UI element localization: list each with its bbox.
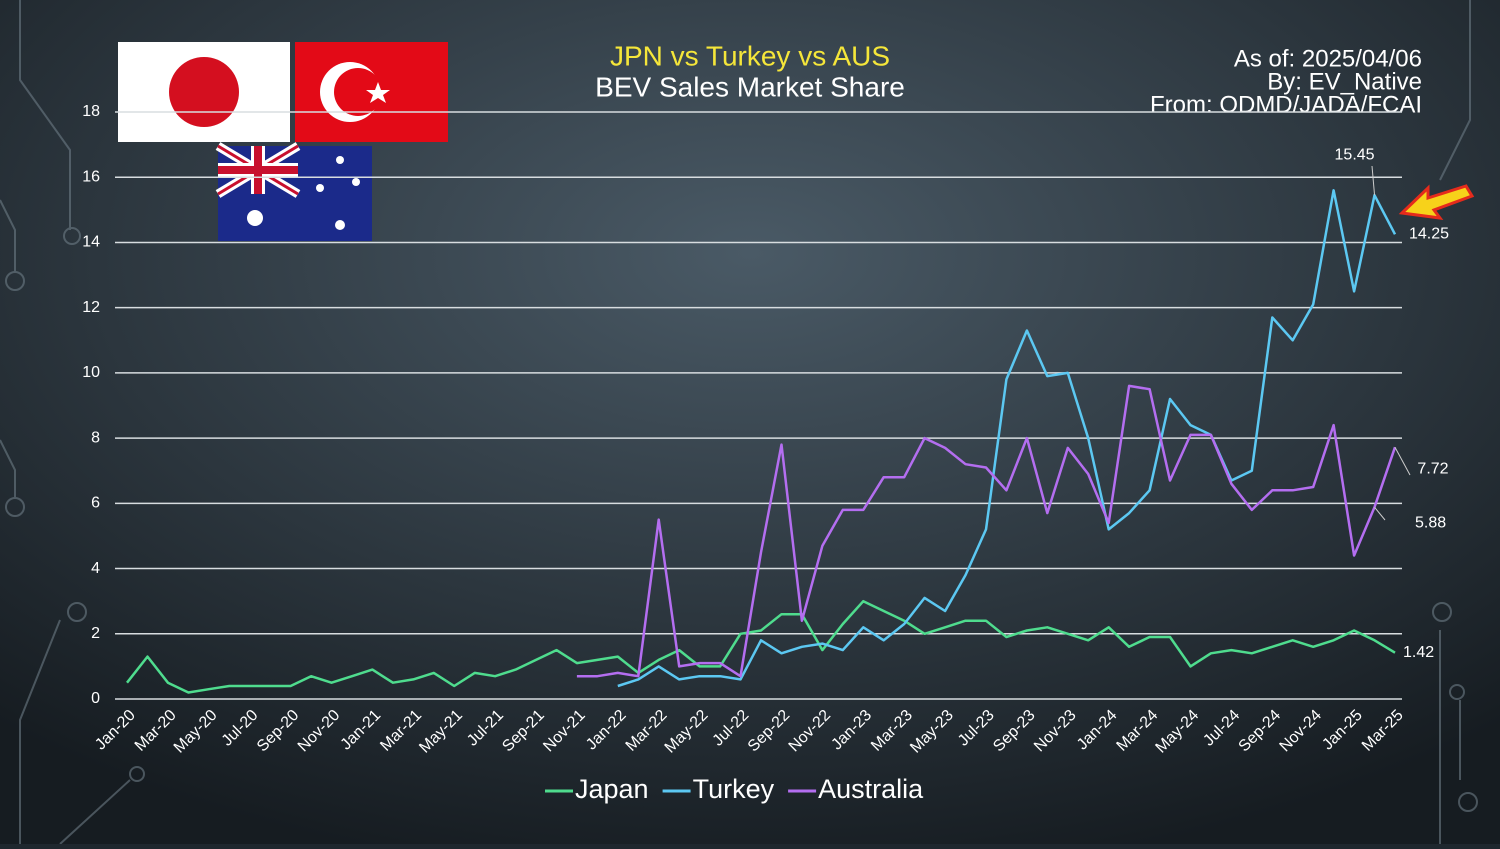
y-tick-label: 6 — [91, 495, 100, 512]
y-tick-label: 0 — [91, 690, 100, 707]
legend-label: Japan — [575, 774, 649, 804]
highlight-arrow — [1398, 184, 1475, 220]
annotation: From: ODMD/JADA/FCAI — [1150, 91, 1422, 118]
legend-label: Australia — [818, 774, 924, 804]
y-tick-label: 4 — [91, 560, 100, 577]
annotation: As of: 2025/04/06 — [1234, 45, 1422, 72]
turkey-flag — [295, 42, 448, 142]
chart-subtitle: BEV Sales Market Share — [595, 71, 905, 102]
callout-leader — [1371, 165, 1376, 196]
callout-leader — [1374, 506, 1386, 521]
y-tick-label: 14 — [82, 234, 100, 251]
value-label: 1.42 — [1403, 644, 1434, 661]
value-label: 14.25 — [1409, 226, 1449, 243]
legend-label: Turkey — [693, 774, 775, 804]
australia-flag — [215, 142, 372, 241]
y-tick-label: 2 — [91, 625, 100, 642]
y-tick-label: 10 — [82, 364, 100, 381]
y-tick-label: 18 — [82, 103, 100, 120]
annotation: By: EV_Native — [1267, 68, 1422, 95]
series-line — [576, 384, 1397, 678]
y-tick-label: 16 — [82, 168, 100, 185]
y-tick-label: 8 — [91, 429, 100, 446]
series-line — [126, 599, 1396, 694]
value-label: 15.45 — [1335, 146, 1375, 163]
series-line — [617, 189, 1397, 688]
y-tick-label: 12 — [82, 299, 100, 316]
value-label: 7.72 — [1417, 460, 1448, 477]
value-label: 5.88 — [1415, 514, 1446, 531]
chart-title: JPN vs Turkey vs AUS — [610, 40, 890, 71]
callout-leader — [1394, 447, 1411, 476]
japan-flag — [118, 42, 290, 142]
